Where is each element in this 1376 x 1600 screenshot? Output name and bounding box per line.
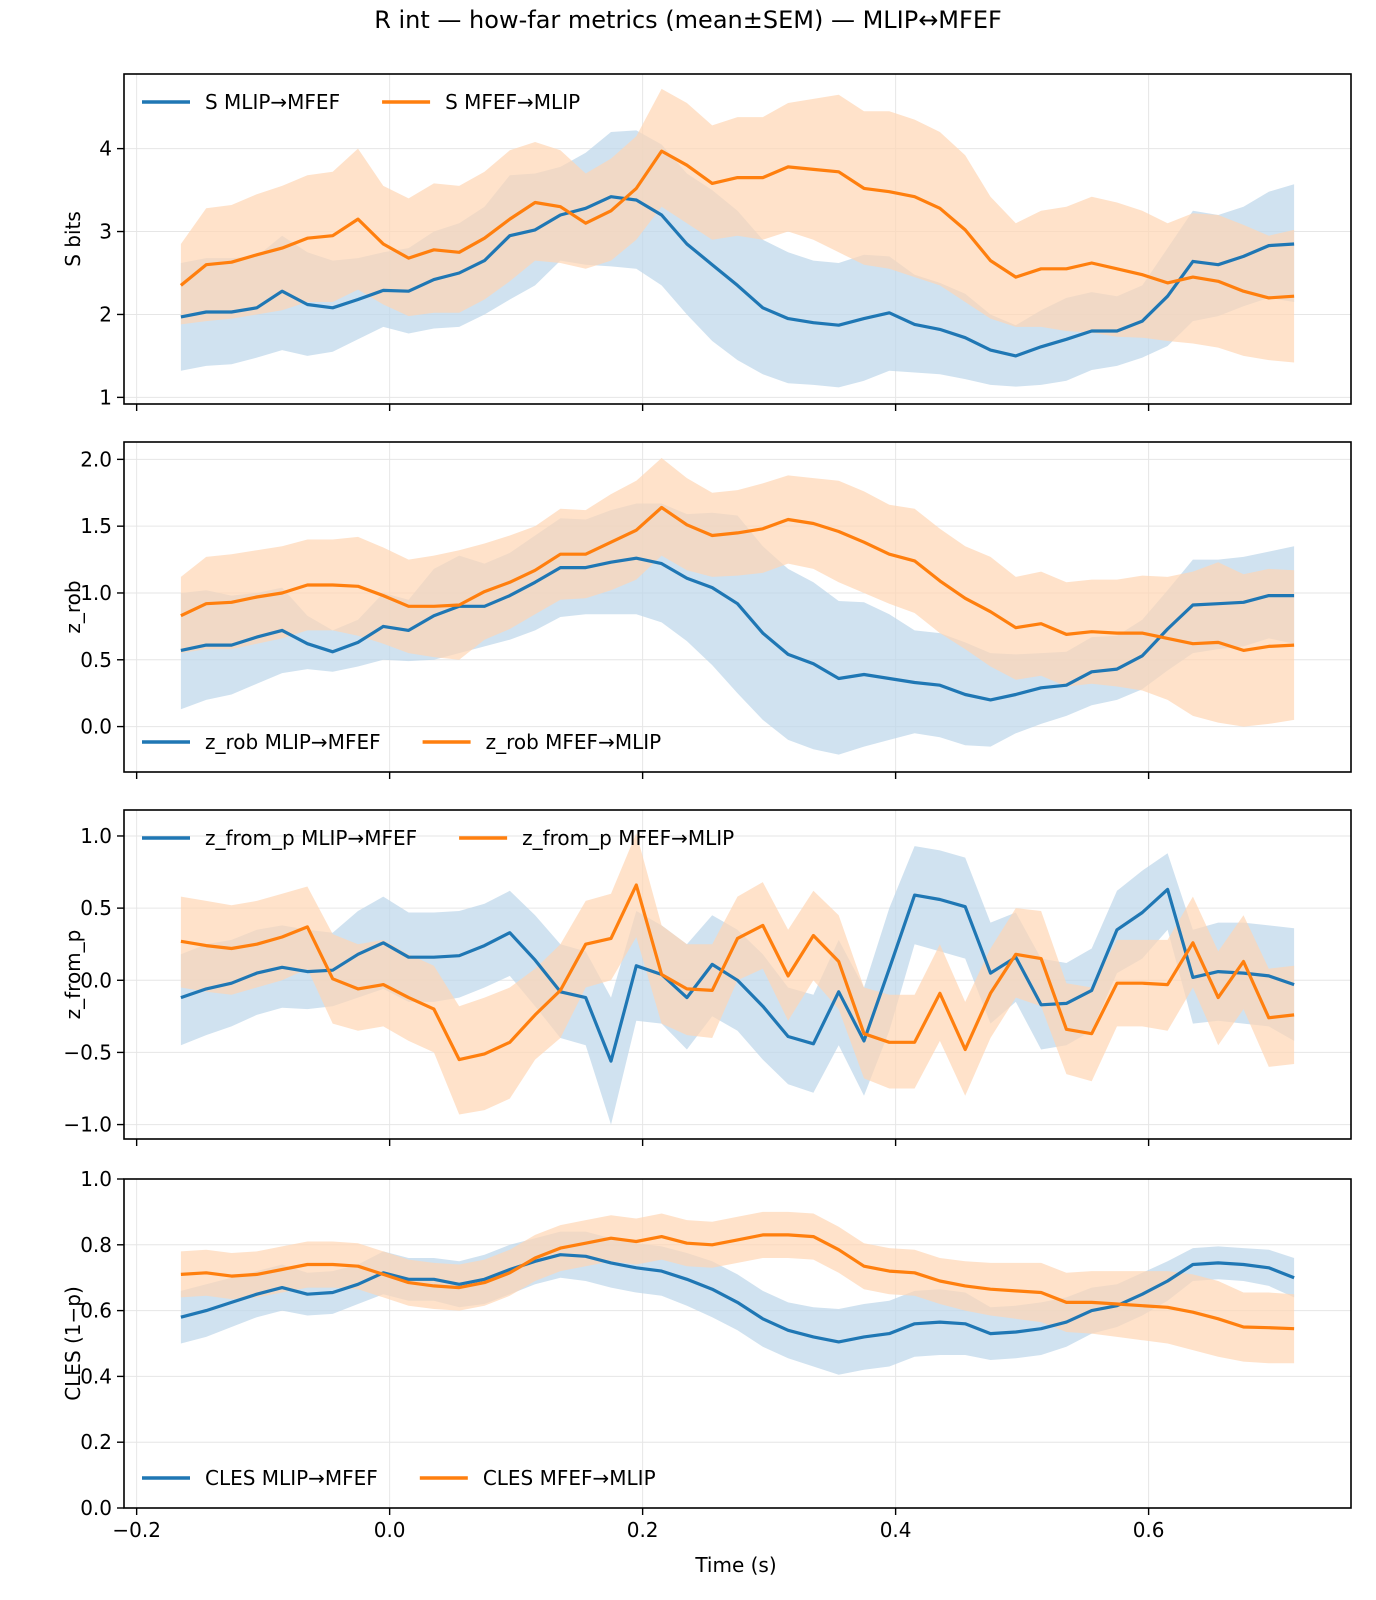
sem-band-2 (180, 1211, 1295, 1364)
x-tick-label-2: 0.2 (627, 1518, 659, 1542)
legend-item-1: S MLIP→MFEF (142, 90, 340, 114)
legend-item-1: CLES MLIP→MFEF (142, 1466, 378, 1490)
legend-item-2: CLES MFEF→MLIP (419, 1466, 656, 1490)
plot-area (180, 833, 1295, 1125)
x-axis-label: Time (s) (694, 1553, 776, 1577)
legend-item-1: z_from_p MLIP→MFEF (142, 826, 417, 850)
legend-label: S MFEF→MLIP (445, 90, 580, 114)
y-axis-label: S bits (61, 211, 85, 267)
axes-frame (123, 1178, 1352, 1509)
legend-label: S MLIP→MFEF (205, 90, 340, 114)
series-line-1 (180, 887, 1295, 1063)
y-tick-label-2: 0.0 (80, 968, 112, 992)
plot-area (180, 458, 1295, 755)
axes-frame (123, 441, 1352, 773)
axes-frame (123, 73, 1352, 405)
y-tick-label-0: 1 (99, 385, 112, 409)
x-tick-label-1: 0.0 (374, 1518, 406, 1542)
legend-item-2: S MFEF→MLIP (382, 90, 580, 114)
y-tick-label-0: 0.0 (80, 715, 112, 739)
x-tick-label-4: 0.6 (1133, 1518, 1165, 1542)
legend-label: z_from_p MLIP→MFEF (205, 826, 417, 850)
axes-frame (123, 809, 1352, 1140)
legend-label: z_rob MLIP→MFEF (205, 730, 381, 754)
y-tick-label-3: 0.5 (80, 896, 112, 920)
y-tick-label-3: 4 (99, 137, 112, 161)
plot-area (180, 1211, 1295, 1375)
series-line-1 (180, 195, 1295, 358)
y-axis-label: z_from_p (61, 930, 85, 1020)
y-axis-label: z_rob (61, 580, 85, 633)
y-axis-label: CLES (1−p) (61, 1286, 85, 1401)
series-line-2 (180, 505, 1295, 653)
sem-band-2 (180, 833, 1295, 1115)
legend-label: CLES MLIP→MFEF (205, 1466, 378, 1490)
series-line-2 (180, 883, 1295, 1062)
y-tick-label-0: 0.0 (80, 1496, 112, 1520)
x-tick-label-3: 0.4 (880, 1518, 912, 1542)
panel-1: 1 2 3 4 S bits S MLIP→MFEF S MFEF→MLIP (61, 73, 1352, 411)
y-tick-label-1: 0.2 (80, 1430, 112, 1454)
y-tick-label-2: 0.4 (80, 1364, 112, 1388)
y-tick-label-5: 1.0 (80, 1167, 112, 1191)
sem-band-2 (180, 458, 1295, 727)
series-line-2 (180, 1233, 1295, 1331)
y-tick-label-2: 3 (99, 220, 112, 244)
legend-label: CLES MFEF→MLIP (483, 1466, 656, 1490)
y-tick-label-4: 0.8 (80, 1233, 112, 1257)
panel-3: −1.0 −0.5 0.0 0.5 1.0 z_from_p z_from_p MLIP→M… (61, 809, 1352, 1146)
panel-2: 0.0 0.5 1.0 1.5 2.0 z_rob z_rob MLIP→MFEF z_rob… (61, 441, 1352, 779)
y-tick-label-1: −0.5 (63, 1040, 112, 1064)
y-tick-label-3: 1.5 (80, 514, 112, 538)
y-tick-label-0: −1.0 (63, 1113, 112, 1137)
figure-title: R int — how-far metrics (mean±SEM) — MLI… (374, 6, 1002, 34)
series-line-1 (180, 556, 1295, 702)
series-line-1 (180, 1253, 1295, 1344)
legend-item-2: z_from_p MFEF→MLIP (459, 826, 734, 850)
legend-item-2: z_rob MFEF→MLIP (422, 730, 662, 754)
panels: 1 2 3 4 S bits S MLIP→MFEF S MFEF→MLIP 0.0 0.5 1.… (61, 73, 1352, 1542)
legend-label: z_from_p MFEF→MLIP (522, 826, 734, 850)
plot-area (179, 88, 1295, 388)
x-tick-label-0: −0.2 (112, 1518, 161, 1542)
legend-item-1: z_rob MLIP→MFEF (142, 730, 381, 754)
sem-band-1 (180, 130, 1295, 388)
sem-band-2 (180, 88, 1295, 363)
y-tick-label-1: 0.5 (80, 648, 112, 672)
legend-label: z_rob MFEF→MLIP (486, 730, 662, 754)
series-line-2 (179, 149, 1295, 300)
y-tick-label-4: 1.0 (80, 824, 112, 848)
y-tick-label-3: 0.6 (80, 1299, 112, 1323)
y-tick-label-4: 2.0 (80, 447, 112, 471)
y-tick-label-1: 2 (99, 302, 112, 326)
y-tick-label-2: 1.0 (80, 581, 112, 605)
